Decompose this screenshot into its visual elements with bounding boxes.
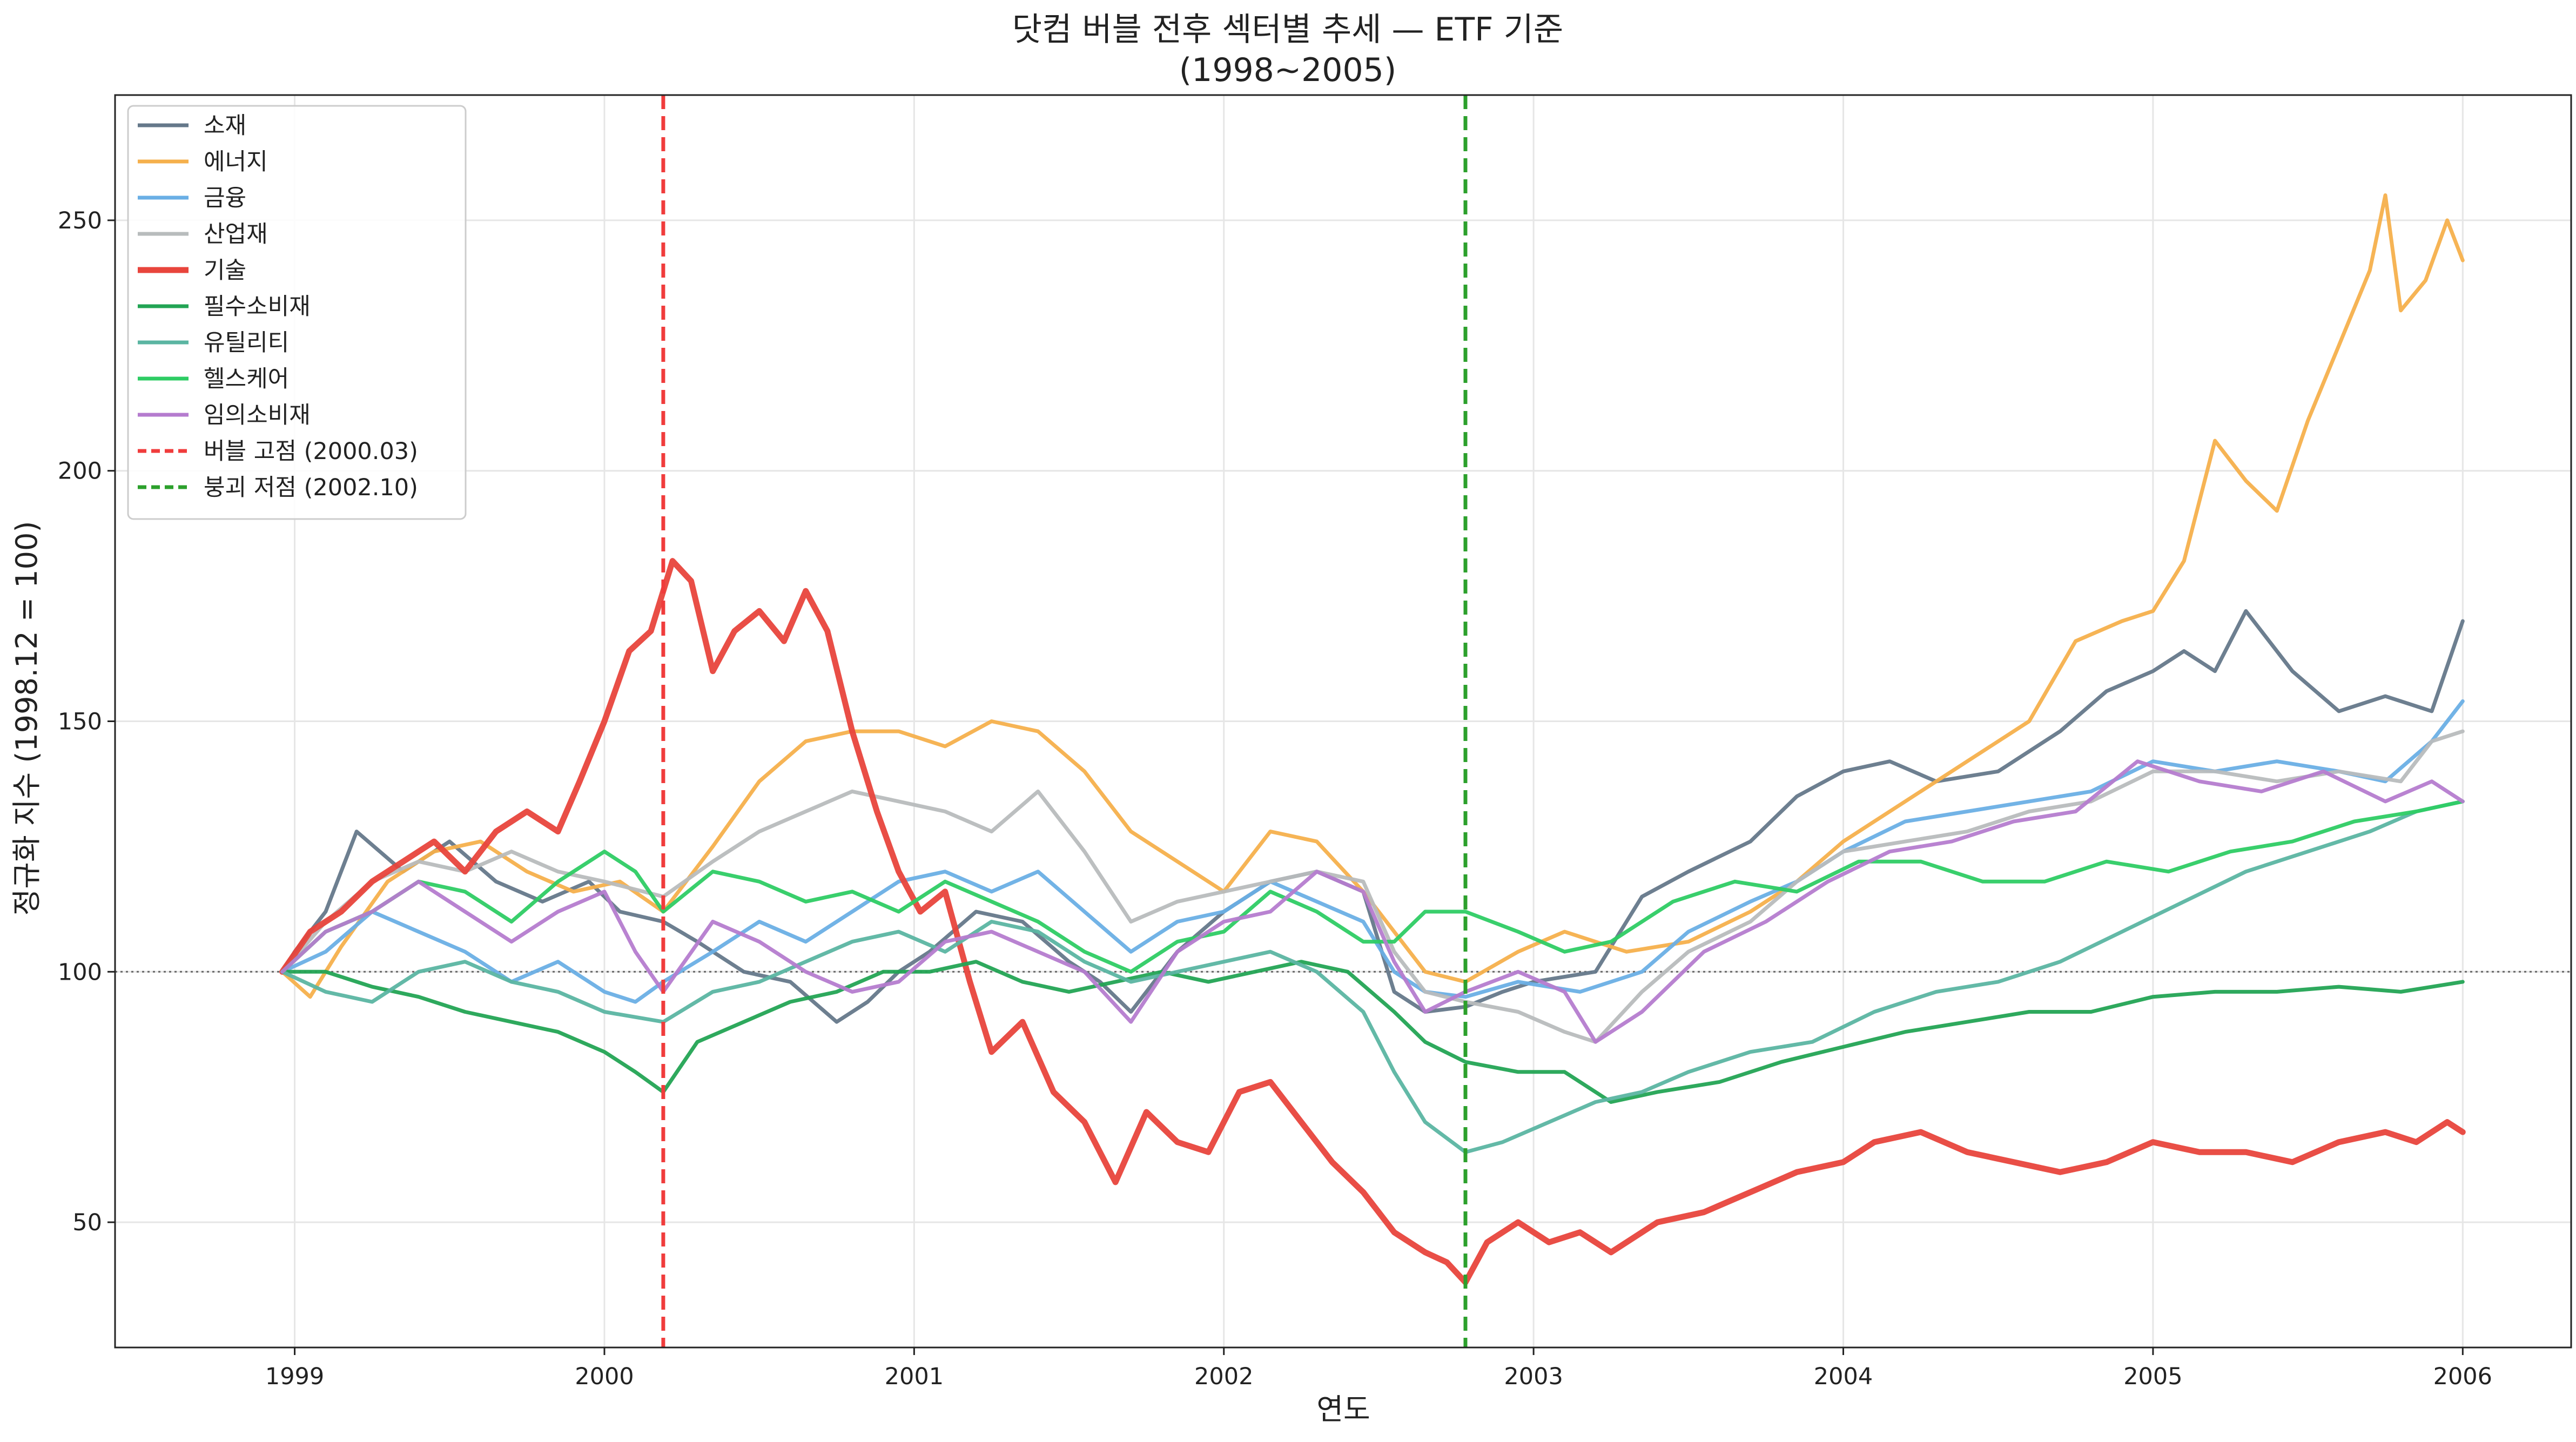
chart-title: 닷컴 버블 전후 섹터별 추세 — ETF 기준 bbox=[1012, 11, 1563, 49]
y-tick-label: 100 bbox=[58, 959, 102, 986]
x-tick-label: 2005 bbox=[2123, 1363, 2182, 1390]
y-tick-label: 250 bbox=[58, 207, 102, 234]
y-tick-label: 50 bbox=[72, 1209, 102, 1236]
x-tick-label: 2000 bbox=[575, 1363, 634, 1390]
x-tick-label: 2004 bbox=[1814, 1363, 1873, 1390]
series-line-기술 bbox=[279, 558, 2466, 1285]
legend-label: 필수소비재 bbox=[204, 293, 311, 320]
x-tick-label: 2002 bbox=[1194, 1363, 1253, 1390]
series-lines bbox=[279, 193, 2466, 1285]
legend-label: 기술 bbox=[204, 257, 246, 284]
series-line-필수소비재 bbox=[280, 960, 2465, 1104]
series-line-헬스케어 bbox=[280, 799, 2465, 974]
legend-label: 헬스케어 bbox=[204, 366, 289, 393]
x-tick-label: 1999 bbox=[265, 1363, 324, 1390]
x-tick-label: 2001 bbox=[885, 1363, 944, 1390]
x-axis-label: 연도 bbox=[1316, 1392, 1370, 1426]
axis-ticks: 1999 2000 2001 2002 2003 2004 2005 2006 50 100 150… bbox=[58, 207, 2492, 1390]
event-vlines bbox=[661, 95, 1468, 1347]
legend-label: 붕괴 저점 (2002.10) bbox=[204, 474, 418, 501]
legend-label: 유틸리티 bbox=[204, 329, 289, 356]
x-tick-label: 2003 bbox=[1504, 1363, 1563, 1390]
y-axis-label: 정규화 지수 (1998.12 = 100) bbox=[10, 521, 44, 916]
legend-label: 소재 bbox=[204, 112, 246, 139]
y-tick-label: 150 bbox=[58, 709, 102, 736]
legend-label: 산업재 bbox=[204, 221, 268, 248]
legend-label: 버블 고점 (2000.03) bbox=[204, 438, 418, 465]
series-line-에너지 bbox=[280, 193, 2465, 999]
series-line-산업재 bbox=[280, 729, 2465, 1044]
series-line-유틸리티 bbox=[280, 799, 2465, 1154]
series-line-임의소비재 bbox=[280, 759, 2465, 1044]
legend-label: 금융 bbox=[204, 185, 246, 212]
legend-box bbox=[127, 105, 467, 520]
legend-label: 임의소비재 bbox=[204, 402, 311, 429]
y-tick-label: 200 bbox=[58, 458, 102, 485]
x-tick-label: 2006 bbox=[2433, 1363, 2492, 1390]
legend-label: 에너지 bbox=[204, 149, 268, 176]
chart-subtitle: (1998~2005) bbox=[1179, 51, 1396, 89]
